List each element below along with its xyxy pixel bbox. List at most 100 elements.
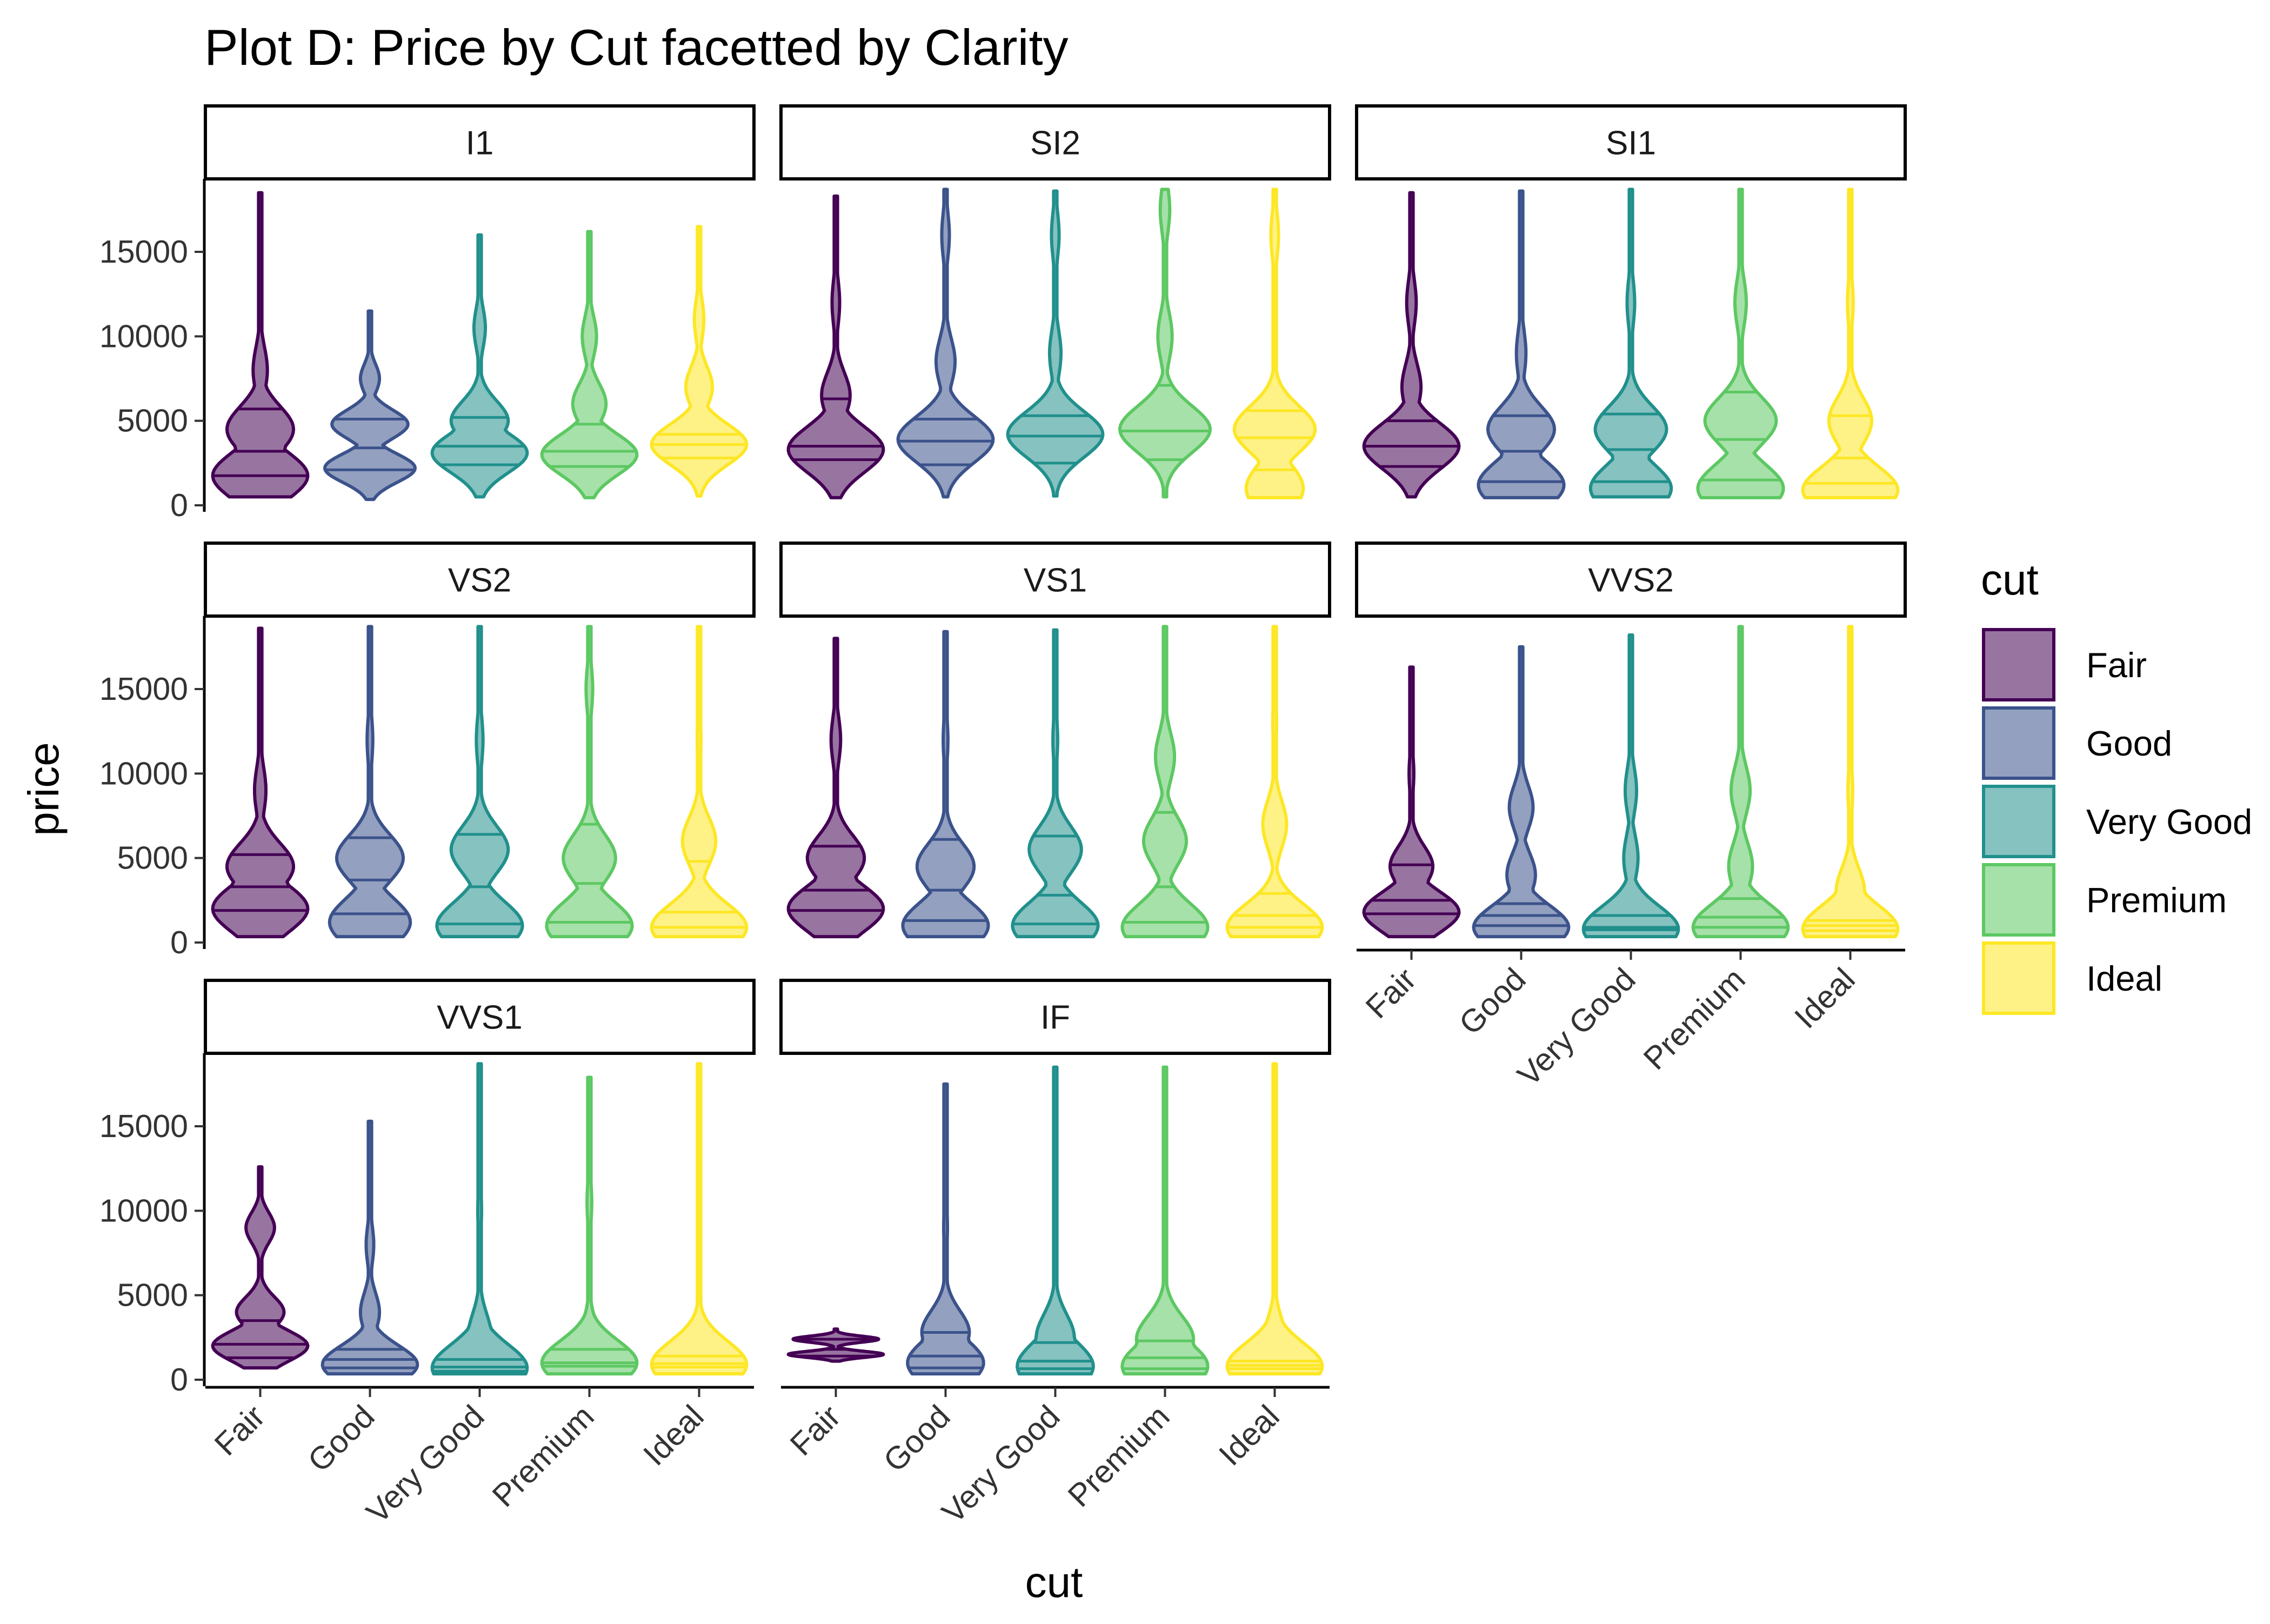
facet-strip-label: IF bbox=[1040, 999, 1070, 1037]
legend-swatch bbox=[1982, 785, 2055, 858]
facet-panel-i1: I1 0 5000 10000 15000 bbox=[99, 104, 756, 523]
facet-strip-label: VS2 bbox=[448, 562, 511, 599]
y-tick-label: 10000 bbox=[99, 318, 188, 354]
legend-swatch bbox=[1982, 706, 2055, 780]
violin-shape bbox=[1118, 188, 1212, 499]
violin-shape bbox=[650, 625, 749, 939]
violin-shape bbox=[1016, 1065, 1095, 1376]
facet-panel-vs1: VS1 bbox=[779, 542, 1331, 939]
y-tick-label: 15000 bbox=[99, 1108, 188, 1144]
violin-premium bbox=[1691, 625, 1790, 939]
legend: cut Fair Good Very Good Premium Ideal bbox=[1981, 556, 2252, 1015]
legend-item-premium: Premium bbox=[1982, 863, 2227, 937]
violin-ideal bbox=[1225, 625, 1324, 939]
violin-very-good bbox=[1006, 189, 1105, 498]
violin-premium bbox=[1120, 625, 1210, 939]
legend-swatch bbox=[1982, 863, 2055, 937]
violin-shape bbox=[435, 625, 524, 939]
violin-fair bbox=[1362, 191, 1461, 499]
y-tick-label: 10000 bbox=[99, 1193, 188, 1228]
legend-label: Good bbox=[2086, 724, 2172, 763]
violin-ideal bbox=[1232, 188, 1317, 499]
violin-very-good bbox=[1011, 628, 1100, 939]
violin-shape bbox=[1477, 189, 1566, 499]
violin-shape bbox=[1120, 625, 1210, 939]
violin-shape bbox=[906, 1082, 985, 1376]
y-tick-label: 15000 bbox=[99, 234, 188, 270]
violin-good bbox=[901, 630, 990, 939]
legend-item-fair: Fair bbox=[1982, 628, 2147, 701]
violin-very-good bbox=[1016, 1065, 1095, 1376]
violin-shape bbox=[211, 626, 310, 939]
violin-very-good bbox=[430, 233, 529, 499]
violin-good bbox=[321, 1119, 419, 1376]
violin-shape bbox=[540, 1075, 639, 1376]
violin-shape bbox=[430, 1062, 529, 1376]
y-tick-label: 5000 bbox=[117, 403, 188, 439]
violin-shape bbox=[1225, 625, 1324, 939]
violin-premium bbox=[1118, 188, 1212, 499]
facet-strip-label: VVS1 bbox=[437, 999, 523, 1037]
violin-very-good bbox=[1581, 633, 1680, 939]
legend-label: Very Good bbox=[2086, 802, 2252, 841]
violin-shape bbox=[211, 1165, 310, 1370]
y-tick-label: 15000 bbox=[99, 671, 188, 707]
facet-strip-label: SI2 bbox=[1030, 125, 1080, 162]
legend-label: Fair bbox=[2086, 645, 2147, 685]
violin-shape bbox=[1581, 633, 1680, 939]
violin-ideal bbox=[650, 625, 749, 939]
facet-strip bbox=[1355, 542, 1907, 618]
violin-shape bbox=[545, 625, 634, 939]
facet-strip-label: I1 bbox=[466, 125, 494, 162]
violin-shape bbox=[540, 230, 639, 499]
y-tick-label: 10000 bbox=[99, 756, 188, 791]
violin-shape bbox=[321, 1119, 419, 1376]
violin-very-good bbox=[435, 625, 524, 939]
violin-shape bbox=[211, 191, 310, 499]
violin-premium bbox=[540, 230, 639, 499]
violin-good bbox=[896, 188, 995, 499]
legend-label: Premium bbox=[2086, 880, 2227, 920]
facet-strip-label: VS1 bbox=[1024, 562, 1087, 599]
y-tick-label: 5000 bbox=[117, 1278, 188, 1313]
facet-panels: I1 0 5000 10000 15000 SI2 SI1 VS2 0 5000 10000 1500… bbox=[99, 104, 1907, 1530]
chart-title: Plot D: Price by Cut facetted by Clarity bbox=[204, 19, 1069, 76]
violin-shape bbox=[323, 309, 417, 502]
violin-shape bbox=[1011, 628, 1100, 939]
y-tick-label: 0 bbox=[170, 1362, 188, 1398]
violin-fair bbox=[211, 626, 310, 939]
legend-title: cut bbox=[1981, 556, 2039, 604]
violin-fair bbox=[786, 1327, 885, 1363]
legend-label: Ideal bbox=[2086, 959, 2162, 998]
violin-good bbox=[323, 309, 417, 502]
legend-item-very-good: Very Good bbox=[1982, 785, 2252, 858]
violin-ideal bbox=[1801, 625, 1900, 939]
violin-fair bbox=[786, 194, 885, 499]
violin-good bbox=[328, 625, 412, 939]
y-tick-label: 0 bbox=[170, 925, 188, 960]
violin-premium bbox=[540, 1075, 639, 1376]
violin-good bbox=[1477, 189, 1566, 499]
facet-strip bbox=[204, 979, 756, 1055]
facet-panel-si2: SI2 bbox=[779, 104, 1331, 499]
legend-swatch bbox=[1982, 941, 2055, 1015]
violin-shape bbox=[328, 625, 412, 939]
x-axis-title: cut bbox=[1025, 1558, 1083, 1606]
violin-shape bbox=[650, 1062, 749, 1376]
violin-shape bbox=[1472, 645, 1571, 939]
violin-shape bbox=[1801, 625, 1900, 939]
violin-premium bbox=[1696, 188, 1785, 499]
y-axis-title: price bbox=[19, 742, 68, 836]
violin-fair bbox=[211, 191, 310, 499]
violin-fair bbox=[211, 1165, 310, 1370]
violin-shape bbox=[1691, 625, 1790, 939]
facet-panel-si1: SI1 bbox=[1355, 104, 1907, 499]
violin-good bbox=[1472, 645, 1571, 939]
violin-fair bbox=[786, 637, 885, 939]
facet-strip bbox=[204, 104, 756, 181]
facet-strip bbox=[1355, 104, 1907, 181]
violin-shape bbox=[1006, 189, 1105, 498]
violin-shape bbox=[901, 630, 990, 939]
